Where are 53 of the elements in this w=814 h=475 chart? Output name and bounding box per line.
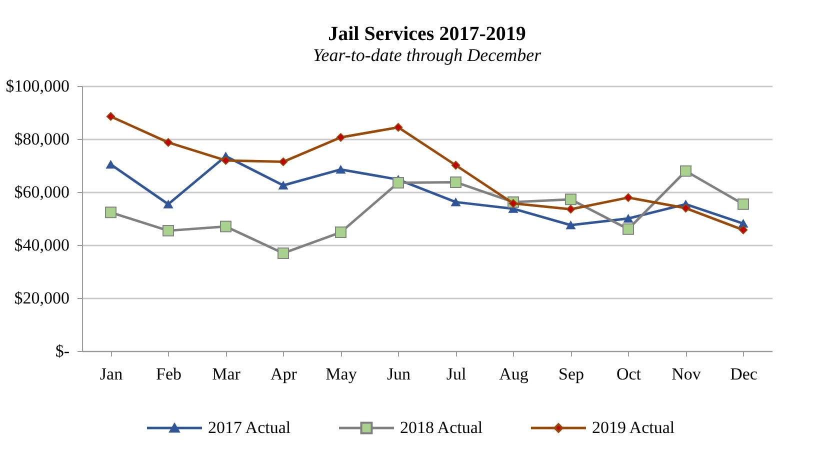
point [451,160,460,170]
point [394,122,403,132]
x-tick-label: Nov [672,364,702,384]
point [624,193,633,202]
x-tick-label: Apr [270,364,298,384]
y-tick-label: $100,000 [6,76,70,96]
point [336,165,346,174]
point [164,138,173,147]
x-tick-label: Dec [730,364,758,384]
legend-label: 2019 Actual [592,418,675,437]
y-tick-label: $80,000 [14,130,70,148]
chart-title: Jail Services 2017-2019 [328,23,526,45]
point [278,157,288,166]
chart-subtitle: Year-to-date through December [312,45,542,65]
y-tick-label: $60,000 [14,182,70,202]
point [164,200,173,208]
point [450,176,462,188]
x-tick-label: May [326,364,358,384]
point [221,156,230,165]
point [622,223,634,235]
point [624,214,633,223]
legend-label: 2017 Actual [208,418,291,437]
point [278,247,289,259]
x-tick-label: Sep [558,364,584,384]
point [508,199,518,208]
point [681,204,690,213]
point [106,112,116,121]
point [566,204,576,214]
x-tick-label: Aug [499,364,529,384]
point [565,194,576,206]
point [220,220,232,232]
point [738,226,748,234]
x-tick-label: Jun [386,364,412,384]
point [162,224,174,236]
point [336,133,346,142]
x-tick-label: Mar [212,364,241,384]
y-tick-label: $- [55,342,70,360]
point [566,221,576,230]
point [392,176,404,188]
x-tick-label: Oct [616,364,642,384]
point [738,198,749,210]
y-tick-label: $20,000 [14,288,70,308]
point [335,226,346,238]
point [105,206,116,218]
point [278,181,288,190]
y-tick-label: $40,000 [14,236,70,254]
x-tick-label: Jan [100,364,124,384]
point [451,198,460,206]
x-tick-label: Jul [446,364,466,384]
point [680,165,692,177]
legend-label: 2018 Actual [400,418,483,437]
x-tick-label: Feb [156,364,182,384]
point [106,160,116,169]
